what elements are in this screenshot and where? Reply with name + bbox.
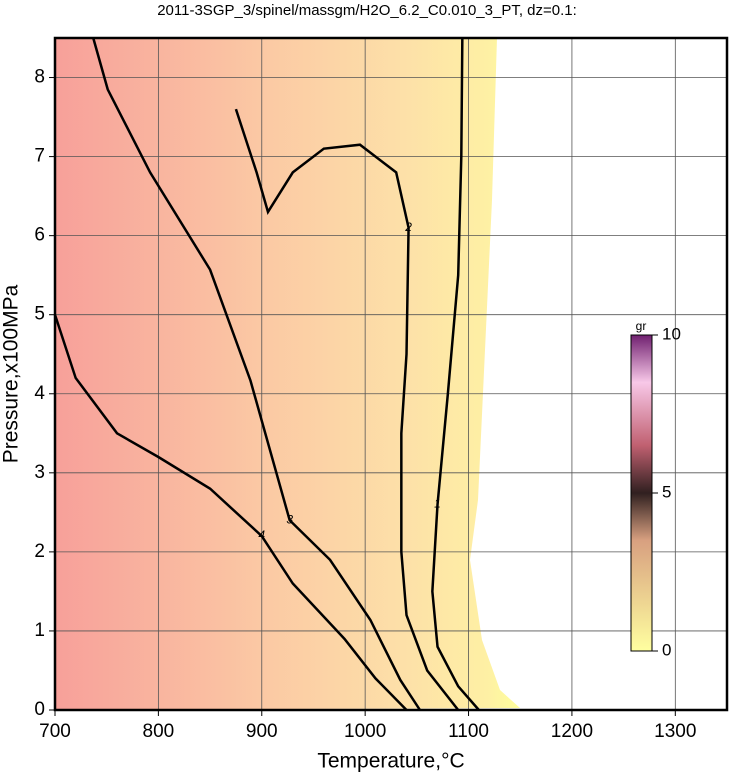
x-tick-label: 1300 xyxy=(654,721,696,742)
y-tick-label: 2 xyxy=(34,541,45,562)
chart-title: 2011-3SGP_3/spinel/massgm/H2O_6.2_C0.010… xyxy=(157,2,577,19)
y-tick-label: 8 xyxy=(34,67,45,88)
y-tick-label: 4 xyxy=(34,383,45,404)
y-tick-label: 6 xyxy=(34,225,45,246)
x-tick-label: 900 xyxy=(246,721,278,742)
colorbar xyxy=(630,334,653,652)
x-tick-label: 1000 xyxy=(344,721,386,742)
contour-line xyxy=(92,37,421,711)
plot-frame xyxy=(53,36,729,712)
y-axis-label: Pressure,x100MPa xyxy=(0,284,23,463)
y-tick-label: 0 xyxy=(34,699,45,720)
x-tick-label: 1200 xyxy=(551,721,593,742)
contour-label: 4 xyxy=(258,528,265,542)
colorbar-tick-label: 5 xyxy=(662,482,671,501)
contour-line xyxy=(234,108,460,711)
contour-line xyxy=(53,314,408,711)
colorbar-tick-label: 10 xyxy=(662,324,681,343)
y-tick-label: 3 xyxy=(34,462,45,483)
contour-label: 3 xyxy=(286,512,293,526)
x-tick-label: 1100 xyxy=(448,721,489,742)
x-tick-label: 700 xyxy=(39,721,71,742)
x-tick-label: 800 xyxy=(143,721,175,742)
y-tick-label: 1 xyxy=(34,620,45,641)
contour-line xyxy=(431,37,480,711)
colorbar-label: gr xyxy=(636,319,647,333)
y-tick-label: 7 xyxy=(34,146,45,167)
x-axis-label: Temperature,°C xyxy=(317,750,464,773)
contour-label: 1 xyxy=(434,497,441,511)
contour-label: 2 xyxy=(404,220,412,234)
colorbar-tick-label: 0 xyxy=(662,640,671,659)
y-tick-label: 5 xyxy=(34,304,45,325)
